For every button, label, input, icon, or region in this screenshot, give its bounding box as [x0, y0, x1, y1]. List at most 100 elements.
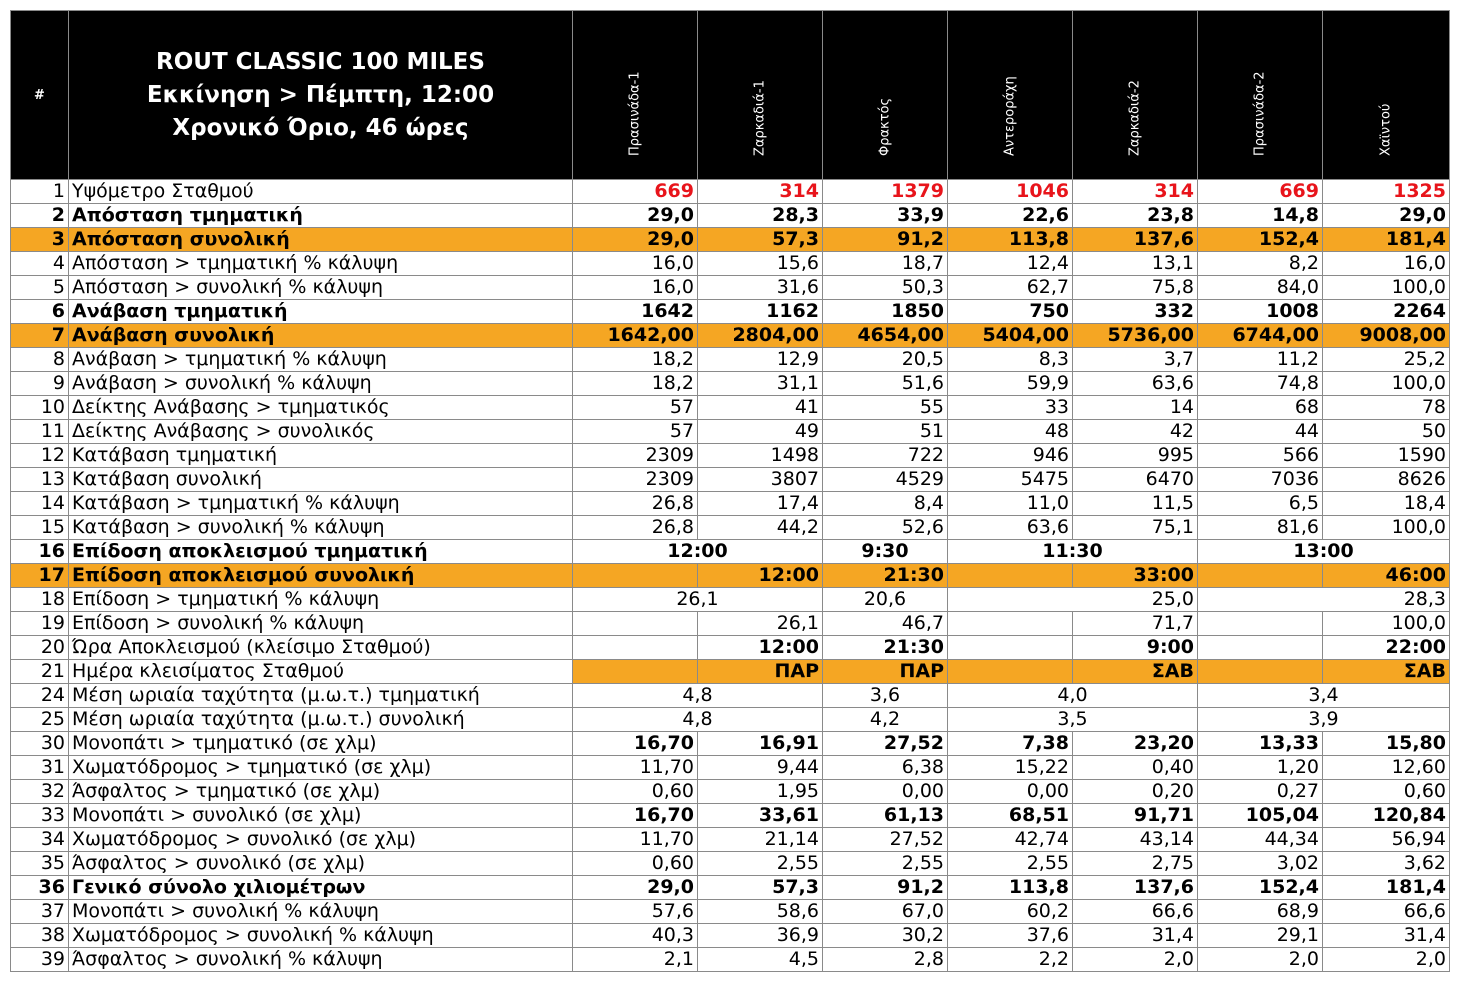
- value-cell: 31,4: [1072, 923, 1198, 948]
- value-cell: 0,00: [822, 779, 948, 804]
- station-name: Χαϊντού: [1378, 103, 1394, 156]
- row-label: Άσφαλτος > τμηματικό (σε χλμ): [68, 779, 573, 804]
- row-number: 1: [10, 179, 69, 204]
- value-cell: 669: [1197, 179, 1323, 204]
- table-row: 30 Μονοπάτι > τμηματικό (σε χλμ) 16,70 16,9…: [10, 731, 1450, 756]
- row-label: Χωματόδρομος > συνολική % κάλυψη: [68, 923, 573, 948]
- value-cell: 29,1: [1197, 923, 1323, 948]
- value-cell: 36,9: [697, 923, 823, 948]
- value-cell: 2,55: [947, 851, 1073, 876]
- value-cell: 12:00: [697, 563, 823, 588]
- value-cell: [947, 635, 1073, 660]
- row-label: Κατάβαση > τμηματική % κάλυψη: [68, 491, 573, 516]
- row-number: 35: [10, 851, 69, 876]
- value-cell: 12,9: [697, 347, 823, 372]
- station-name: Πρασινάδα-2: [1252, 71, 1268, 156]
- row-label: Μονοπάτι > συνολικό (σε χλμ): [68, 803, 573, 828]
- value-cell: 12,4: [947, 251, 1073, 276]
- row-number: 8: [10, 347, 69, 372]
- merged-value-cell: 28,3: [1197, 587, 1450, 612]
- value-cell: 12:00: [697, 635, 823, 660]
- value-cell: 1590: [1322, 443, 1450, 468]
- value-cell: 6744,00: [1197, 323, 1323, 348]
- value-cell: 21:30: [822, 563, 948, 588]
- value-cell: 181,4: [1322, 227, 1450, 252]
- row-label: Απόσταση > τμηματική % κάλυψη: [68, 251, 573, 276]
- row-label: Επίδοση > τμηματική % κάλυψη: [68, 587, 573, 612]
- value-cell: 722: [822, 443, 948, 468]
- value-cell: 15,80: [1322, 731, 1450, 756]
- table-row: 20 Ώρα Αποκλεισμού (κλείσιμο Σταθμού) 12:0…: [10, 635, 1450, 660]
- value-cell: 26,8: [572, 515, 698, 540]
- table-row: 4 Απόσταση > τμηματική % κάλυψη 16,0 15,6 18…: [10, 251, 1450, 276]
- value-cell: 6,38: [822, 755, 948, 780]
- value-cell: 4,5: [697, 947, 823, 972]
- value-cell: 15,6: [697, 251, 823, 276]
- value-cell: 137,6: [1072, 875, 1198, 900]
- row-label: Μέση ωριαία ταχύτητα (μ.ω.τ.) τμηματική: [68, 683, 573, 708]
- value-cell: 71,7: [1072, 611, 1198, 636]
- value-cell: 18,2: [572, 347, 698, 372]
- table-row: 16 Επίδοση αποκλεισμού τμηματική 12:00 9:30…: [10, 539, 1450, 564]
- row-label: Απόσταση συνολική: [68, 227, 573, 252]
- row-label: Επίδοση αποκλεισμού συνολική: [68, 563, 573, 588]
- value-cell: 20,5: [822, 347, 948, 372]
- station-header: Φρακτός: [822, 10, 948, 180]
- value-cell: [572, 635, 698, 660]
- value-cell: 40,3: [572, 923, 698, 948]
- row-number: 24: [10, 683, 69, 708]
- row-number: 31: [10, 755, 69, 780]
- value-cell: 44,2: [697, 515, 823, 540]
- value-cell: 29,0: [572, 227, 698, 252]
- station-header: Πρασινάδα-1: [572, 10, 698, 180]
- value-cell: 33: [947, 395, 1073, 420]
- table-row: 8 Ανάβαση > τμηματική % κάλυψη 18,2 12,9 20,…: [10, 347, 1450, 372]
- value-cell: 1162: [697, 299, 823, 324]
- value-cell: 42: [1072, 419, 1198, 444]
- value-cell: 52,6: [822, 515, 948, 540]
- station-header: Ζαρκαδιά-1: [697, 10, 823, 180]
- table-row: 19 Επίδοση > συνολική % κάλυψη 26,1 46,7 71,…: [10, 611, 1450, 636]
- value-cell: 22:00: [1322, 635, 1450, 660]
- value-cell: 91,71: [1072, 803, 1198, 828]
- value-cell: 33:00: [1072, 563, 1198, 588]
- value-cell: 8,3: [947, 347, 1073, 372]
- row-number: 11: [10, 419, 69, 444]
- value-cell: 6,5: [1197, 491, 1323, 516]
- value-cell: 1046: [947, 179, 1073, 204]
- value-cell: 27,52: [822, 731, 948, 756]
- value-cell: 8626: [1322, 467, 1450, 492]
- row-label: Απόσταση > συνολική % κάλυψη: [68, 275, 573, 300]
- row-label: Ανάβαση > τμηματική % κάλυψη: [68, 347, 573, 372]
- value-cell: 314: [697, 179, 823, 204]
- value-cell: 17,4: [697, 491, 823, 516]
- value-cell: 66,6: [1322, 899, 1450, 924]
- value-cell: 9,44: [697, 755, 823, 780]
- row-number: 18: [10, 587, 69, 612]
- merged-value-cell: 25,0: [947, 587, 1198, 612]
- value-cell: ΠΑΡ: [697, 659, 823, 684]
- value-cell: 4529: [822, 467, 948, 492]
- value-cell: 57,3: [697, 227, 823, 252]
- value-cell: 26,1: [697, 611, 823, 636]
- value-cell: 2,1: [572, 947, 698, 972]
- value-cell: 0,00: [947, 779, 1073, 804]
- table-row: 10 Δείκτης Ανάβασης > τμηματικός 57 41 55 33 1…: [10, 395, 1450, 420]
- value-cell: 946: [947, 443, 1073, 468]
- value-cell: 137,6: [1072, 227, 1198, 252]
- value-cell: 332: [1072, 299, 1198, 324]
- table-row: 33 Μονοπάτι > συνολικό (σε χλμ) 16,70 33,61…: [10, 803, 1450, 828]
- value-cell: 2309: [572, 443, 698, 468]
- row-number: 36: [10, 875, 69, 900]
- value-cell: 44: [1197, 419, 1323, 444]
- row-number: 37: [10, 899, 69, 924]
- value-cell: 1498: [697, 443, 823, 468]
- value-cell: 314: [1072, 179, 1198, 204]
- value-cell: 57: [572, 395, 698, 420]
- row-label: Επίδοση > συνολική % κάλυψη: [68, 611, 573, 636]
- row-label: Μονοπάτι > συνολική % κάλυψη: [68, 899, 573, 924]
- value-cell: 91,2: [822, 875, 948, 900]
- row-label: Μέση ωριαία ταχύτητα (μ.ω.τ.) συνολική: [68, 707, 573, 732]
- value-cell: 152,4: [1197, 875, 1323, 900]
- row-label: Ανάβαση τμηματική: [68, 299, 573, 324]
